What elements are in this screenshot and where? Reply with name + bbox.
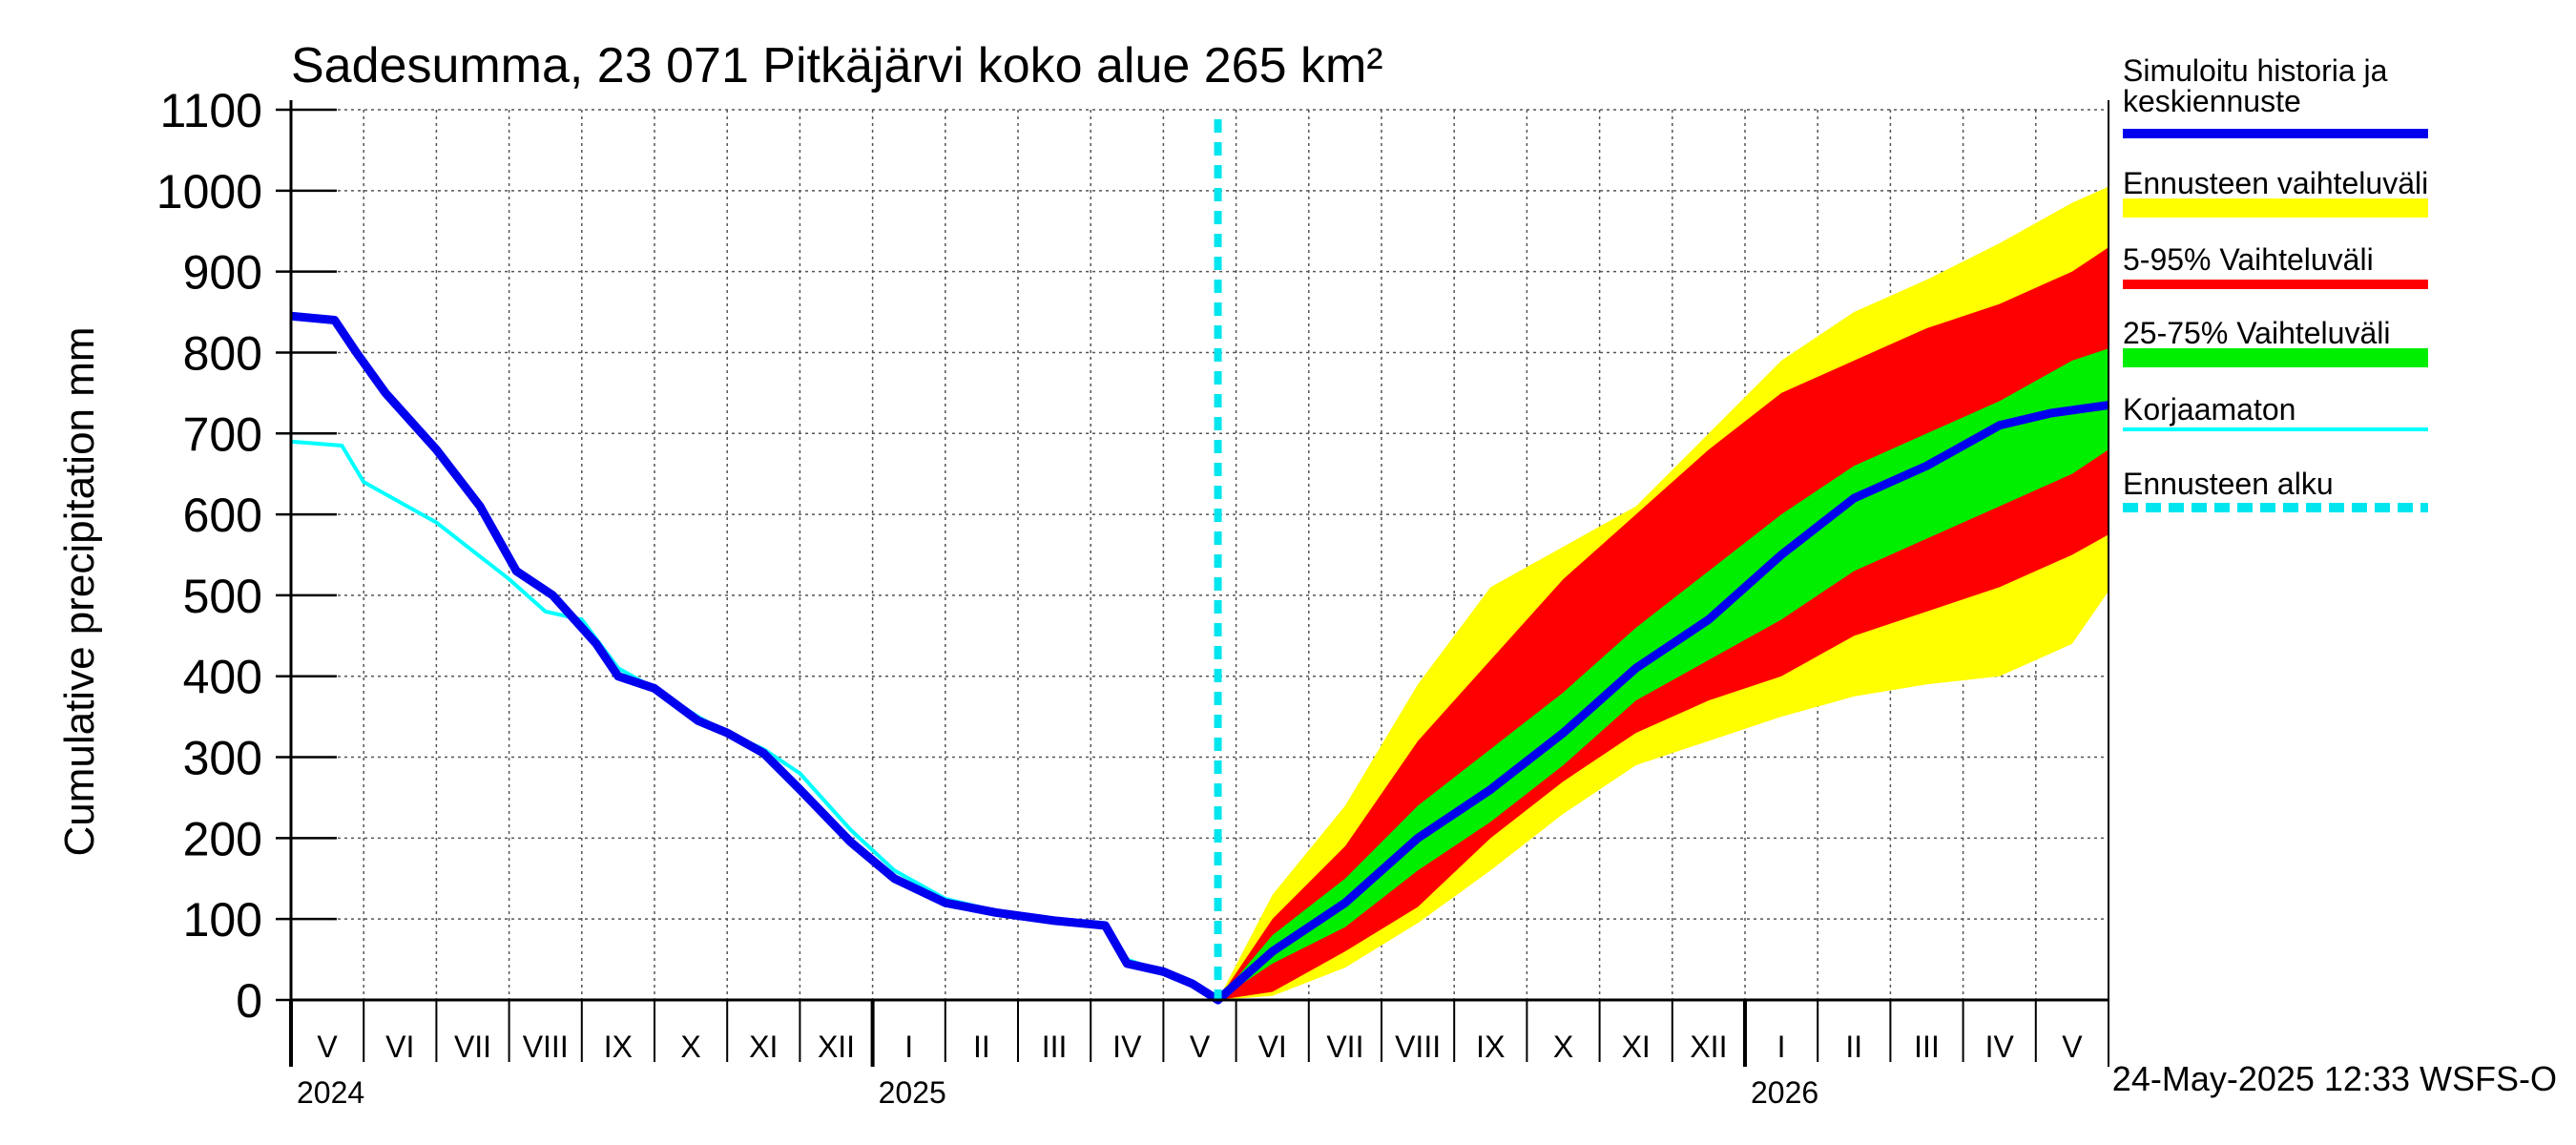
month-label: XI xyxy=(1622,1030,1651,1064)
legend-label: Korjaamaton xyxy=(2123,392,2296,427)
month-label: IX xyxy=(1476,1030,1505,1064)
month-label: I xyxy=(1777,1030,1786,1064)
year-label: 2024 xyxy=(297,1075,364,1110)
month-label: IV xyxy=(1112,1030,1142,1064)
month-label: VIII xyxy=(523,1030,569,1064)
chart-title: Sadesumma, 23 071 Pitkäjärvi koko alue 2… xyxy=(291,38,1383,94)
axes xyxy=(276,100,2109,1067)
forecast-bands xyxy=(1217,186,2109,1000)
legend-label: keskiennuste xyxy=(2123,84,2301,118)
y-tick-label: 700 xyxy=(183,407,262,461)
month-label: XII xyxy=(1690,1030,1727,1064)
month-label: I xyxy=(904,1030,913,1064)
y-tick-label: 0 xyxy=(236,974,262,1028)
month-label: V xyxy=(2062,1030,2083,1064)
month-label: VI xyxy=(385,1030,414,1064)
y-tick-label: 300 xyxy=(183,732,262,785)
y-tick-label: 900 xyxy=(183,246,262,300)
month-label: VII xyxy=(1326,1030,1363,1064)
series-lines xyxy=(290,119,2109,1005)
month-label: II xyxy=(1845,1030,1862,1064)
legend-label: 5-95% Vaihteluväli xyxy=(2123,242,2374,277)
month-label: XI xyxy=(749,1030,778,1064)
y-tick-label: 500 xyxy=(183,570,262,623)
year-label: 2025 xyxy=(879,1075,946,1110)
legend-label: Simuloitu historia ja xyxy=(2123,53,2388,88)
series-keskiennuste xyxy=(290,311,2109,1005)
month-label: VIII xyxy=(1395,1030,1441,1064)
legend-label: Ennusteen vaihteluväli xyxy=(2123,166,2428,200)
y-tick-label: 1100 xyxy=(159,84,262,137)
x-tick-labels: V VI VII VIII IX X XI XII I II III IV V VI VII VIII IX X X… xyxy=(297,1030,2083,1110)
y-tick-labels: 0 100 200 300 400 500 600 700 800 900 1000 1100 xyxy=(156,84,262,1028)
month-label: X xyxy=(680,1030,700,1064)
month-label: IV xyxy=(1985,1030,2015,1064)
footer-timestamp: 24-May-2025 12:33 WSFS-O xyxy=(2112,1059,2557,1098)
y-tick-label: 600 xyxy=(183,489,262,542)
month-label: IX xyxy=(604,1030,633,1064)
legend-label: 25-75% Vaihteluväli xyxy=(2123,316,2390,350)
y-axis-label: Cumulative precipitation mm xyxy=(56,326,103,856)
month-label: III xyxy=(1042,1030,1068,1064)
month-label: X xyxy=(1553,1030,1573,1064)
legend-label: Ennusteen alku xyxy=(2123,467,2334,501)
y-tick-label: 400 xyxy=(183,651,262,704)
month-label: III xyxy=(1914,1030,1940,1064)
y-tick-label: 1000 xyxy=(156,165,262,219)
month-label: VI xyxy=(1258,1030,1287,1064)
y-tick-label: 100 xyxy=(183,893,262,947)
month-label: VII xyxy=(454,1030,491,1064)
month-label: XII xyxy=(818,1030,855,1064)
year-label: 2026 xyxy=(1751,1075,1818,1110)
month-label: V xyxy=(1190,1030,1211,1064)
y-tick-label: 800 xyxy=(183,326,262,380)
series-korjaamaton xyxy=(290,439,1219,1002)
month-label: V xyxy=(317,1030,338,1064)
y-tick-label: 200 xyxy=(183,812,262,865)
band-25-75 xyxy=(1217,348,2109,1000)
month-label: II xyxy=(973,1030,990,1064)
